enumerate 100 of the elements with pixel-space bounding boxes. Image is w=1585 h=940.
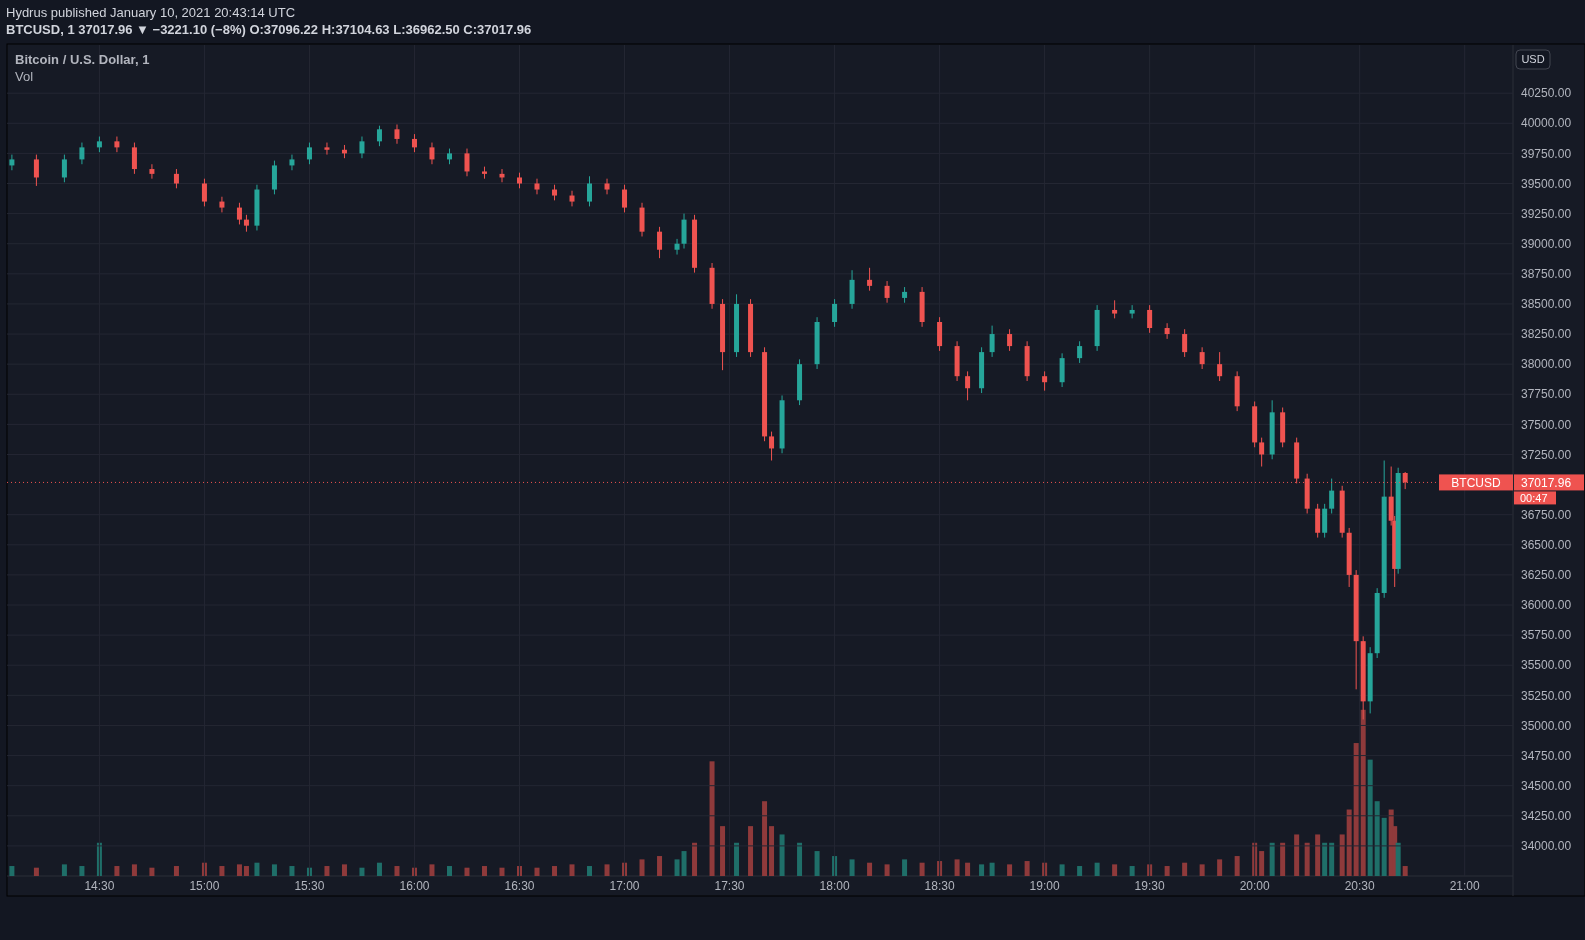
bar	[534, 867, 540, 876]
y-tick-label: 39750.00	[1521, 146, 1572, 161]
bar	[1339, 834, 1345, 876]
bar	[1112, 864, 1118, 876]
bar	[814, 851, 820, 876]
bar	[954, 859, 960, 876]
x-tick-label: 14:30	[84, 879, 115, 893]
bar	[341, 864, 347, 876]
bar	[1182, 862, 1188, 876]
candlestick	[306, 142, 312, 165]
candlestick	[173, 168, 179, 189]
bar	[149, 867, 155, 876]
bar	[1374, 801, 1380, 876]
candlestick	[769, 431, 775, 461]
bar	[481, 866, 487, 876]
bar	[1304, 842, 1310, 876]
bar	[779, 834, 785, 876]
x-tick-label: 15:00	[189, 879, 220, 893]
ref-line-label: BTCUSD	[1451, 475, 1501, 490]
candlestick	[219, 196, 225, 213]
bar	[394, 866, 400, 876]
candlestick	[832, 298, 838, 328]
y-tick-label: 34750.00	[1521, 748, 1572, 763]
bar	[1269, 842, 1275, 876]
text: 00:47	[1520, 491, 1548, 504]
y-tick-label: 38500.00	[1521, 297, 1572, 312]
bar	[1402, 866, 1408, 876]
bar	[569, 864, 575, 876]
bar	[748, 826, 754, 876]
candlestick	[1147, 304, 1153, 334]
bar	[114, 866, 120, 876]
bar	[33, 867, 39, 876]
x-tick-label: 16:00	[399, 879, 430, 893]
bar	[61, 864, 67, 876]
bar	[867, 862, 873, 876]
candlestick	[464, 148, 470, 177]
candlestick	[1007, 328, 1013, 352]
y-tick-label: 36000.00	[1521, 598, 1572, 613]
candlestick	[1182, 328, 1188, 358]
bar	[674, 859, 680, 876]
bar	[79, 866, 85, 876]
y-tick-label: 36500.00	[1521, 538, 1572, 552]
text: BTCUSD, 1 37017.96 ▼ −3221.10 (−8%) O:37096.22 H:37104.63 L:36962.50 C:37017.96	[6, 22, 532, 37]
bar	[131, 864, 137, 876]
bar	[769, 826, 775, 876]
candlestick	[1077, 340, 1083, 364]
x-tick-label: 19:00	[1029, 879, 1060, 893]
bar	[464, 867, 470, 876]
candlestick	[359, 136, 365, 159]
y-tick-label: 37500.00	[1521, 417, 1572, 432]
y-tick-label: 39000.00	[1521, 236, 1572, 251]
bar	[720, 826, 726, 876]
x-tick-label: 17:30	[714, 879, 745, 893]
bar	[243, 866, 249, 876]
candlestick	[965, 370, 971, 401]
candlestick	[622, 184, 628, 213]
candlestick	[1329, 478, 1335, 514]
bar	[376, 862, 382, 876]
x-tick-label: 19:30	[1134, 879, 1165, 893]
x-tick-label: 21:00	[1449, 879, 1481, 893]
bar	[236, 864, 242, 876]
bar	[1395, 842, 1401, 876]
y-tick-label: 38250.00	[1521, 327, 1572, 342]
y-tick-label: 35750.00	[1521, 628, 1572, 643]
bar	[1367, 759, 1373, 876]
x-tick-label: 18:00	[819, 879, 850, 893]
y-tick-label: 38750.00	[1521, 267, 1572, 282]
text: Bitcoin / U.S. Dollar, 1	[15, 52, 150, 67]
x-tick-label: 18:30	[924, 879, 955, 893]
bar	[681, 851, 687, 876]
bar	[1353, 743, 1359, 876]
candlestick	[1259, 437, 1265, 468]
bar	[9, 866, 15, 876]
bar	[324, 866, 330, 876]
bar	[1129, 866, 1135, 876]
bar	[1346, 809, 1352, 876]
bar	[552, 866, 558, 876]
bar	[1381, 817, 1387, 876]
bar	[1234, 856, 1240, 876]
y-tick-label: 37750.00	[1521, 387, 1572, 402]
bar	[902, 859, 908, 876]
bar	[884, 864, 890, 876]
x-tick-label: 20:30	[1344, 879, 1376, 893]
candlestick	[324, 142, 330, 156]
bar	[1059, 864, 1065, 876]
text: Hydrus published January 10, 2021 20:43:14 UTC	[6, 5, 296, 20]
candlestick	[131, 142, 137, 175]
bar	[1217, 859, 1223, 876]
bar	[1199, 864, 1205, 876]
bar	[1329, 842, 1335, 876]
candlestick	[1112, 299, 1118, 319]
candlestick	[1129, 304, 1135, 319]
x-tick-label: 17:00	[609, 879, 640, 893]
x-tick-label: 16:30	[504, 879, 535, 893]
bar	[1024, 861, 1030, 876]
candlestick	[411, 133, 417, 153]
bar	[359, 867, 365, 876]
x-tick-label: 20:00	[1239, 879, 1270, 893]
text: USD	[1521, 52, 1545, 65]
candlestick	[61, 154, 67, 183]
